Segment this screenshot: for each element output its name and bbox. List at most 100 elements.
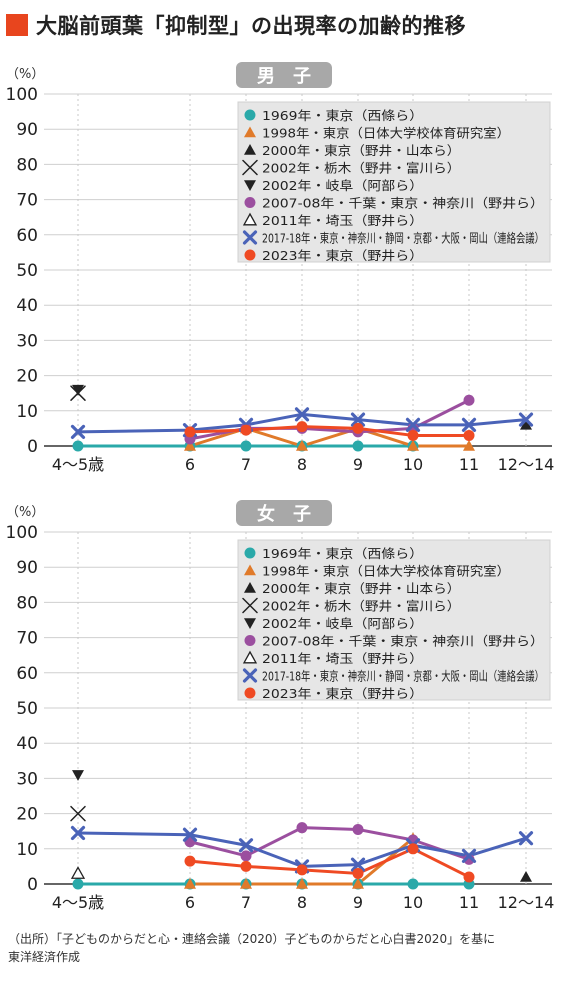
- panel-title: 男 子: [236, 62, 332, 88]
- y-tick-label: 60: [16, 664, 38, 684]
- legend-entry: 2023年・東京（野井ら）: [262, 248, 423, 263]
- data-point: [518, 831, 534, 846]
- data-point: [294, 407, 310, 422]
- y-tick-label: 40: [16, 734, 38, 754]
- panel-title: 女 子: [236, 500, 332, 526]
- data-point: [296, 421, 308, 433]
- x-tick-label: 9: [353, 455, 363, 474]
- y-tick-label: 80: [16, 593, 38, 613]
- legend-entry: 2007-08年・千葉・東京・神奈川（野井ら）: [262, 196, 544, 211]
- source-line-2: 東洋経済作成: [8, 950, 81, 964]
- y-tick-label: 70: [16, 191, 38, 211]
- y-tick-label: 20: [16, 367, 38, 387]
- legend-entry: 2011年・埼玉（野井ら）: [262, 213, 423, 228]
- data-point: [182, 827, 198, 842]
- legend-entry: 2000年・東京（野井・山本ら）: [262, 581, 460, 596]
- x-tick-label: 7: [241, 893, 251, 912]
- data-point: [350, 412, 366, 427]
- data-point: [461, 417, 477, 432]
- panel-title-text: 女 子: [257, 503, 311, 525]
- title-square-icon: [6, 14, 28, 36]
- y-tick-label: 50: [16, 699, 38, 719]
- data-point: [352, 823, 364, 835]
- x-tick-label: 12〜14: [498, 893, 555, 912]
- data-point: [72, 878, 84, 890]
- series-line: [189, 425, 469, 437]
- data-point: [184, 855, 196, 867]
- data-point: [184, 878, 196, 889]
- x-tick-label: 11: [459, 455, 479, 474]
- data-point: [520, 870, 532, 882]
- legend-entry: 2002年・栃木（野井・富川ら）: [262, 161, 460, 176]
- source-note: （出所）「子どものからだと心・連絡会議（2020）子どものからだと心白書2020…: [8, 930, 495, 966]
- legend-marker: [244, 180, 256, 191]
- y-tick-label: 0: [27, 437, 38, 457]
- data-point: [70, 825, 86, 841]
- legend-entry: 2000年・東京（野井・山本ら）: [262, 143, 460, 158]
- data-point: [70, 805, 86, 822]
- series-line: [189, 826, 470, 861]
- y-tick-label: 30: [16, 331, 38, 351]
- legend-marker: [242, 230, 258, 245]
- data-point: [461, 848, 477, 863]
- x-tick-label: 9: [353, 893, 363, 912]
- y-tick-label: 50: [16, 261, 38, 281]
- data-point: [407, 429, 419, 441]
- legend: 1969年・東京（西條ら） 1998年・東京（日体大学校体育研究室） 2000年・東…: [237, 101, 551, 263]
- data-point: [238, 838, 254, 853]
- legend-marker: [244, 564, 256, 576]
- legend-entry: 2002年・岐阜（阿部ら）: [262, 616, 423, 631]
- data-point: [352, 440, 364, 452]
- y-tick-label: 10: [16, 402, 38, 422]
- x-tick-label: 4〜5歳: [52, 893, 104, 912]
- legend-marker: [242, 597, 258, 614]
- data-point: [72, 440, 84, 452]
- legend-entry: 1998年・東京（日体大学校体育研究室）: [262, 564, 510, 579]
- data-point: [240, 878, 252, 889]
- legend-marker: [244, 582, 256, 593]
- data-point: [405, 417, 421, 432]
- data-point: [352, 422, 364, 434]
- title-row: 大脳前頭葉「抑制型」の出現率の加齢的推移: [6, 8, 466, 42]
- legend-marker: [244, 144, 256, 155]
- legend-marker: [244, 547, 256, 559]
- x-tick-label: 4〜5歳: [52, 455, 104, 474]
- legend-marker: [244, 126, 256, 138]
- legend-entry: 1998年・東京（日体大学校体育研究室）: [262, 126, 510, 141]
- data-point: [463, 871, 475, 883]
- y-tick-label: 100: [6, 85, 38, 105]
- y-axis-unit-label: （%）: [6, 67, 44, 82]
- legend-entry: 2017-18年・東京・神奈川・静岡・京都・大阪・岡山（連絡会議）: [262, 669, 544, 684]
- y-tick-label: 70: [16, 629, 38, 649]
- x-tick-label: 6: [185, 893, 195, 912]
- panel-title-background: [236, 62, 332, 88]
- y-tick-label: 100: [6, 523, 38, 543]
- legend-entry: 2002年・栃木（野井・富川ら）: [262, 599, 460, 614]
- series-group: [70, 770, 534, 890]
- legend-entry: 2023年・東京（野井ら）: [262, 686, 423, 701]
- legend-marker: [244, 635, 256, 646]
- legend-marker: [242, 668, 258, 683]
- y-tick-label: 80: [16, 155, 38, 175]
- data-point: [463, 440, 475, 451]
- legend-entry: 1969年・東京（西條ら）: [262, 108, 423, 123]
- legend: 1969年・東京（西條ら） 1998年・東京（日体大学校体育研究室） 2000年・東…: [237, 539, 551, 701]
- legend-marker: [242, 159, 258, 176]
- data-point: [184, 440, 196, 451]
- legend-marker: [244, 197, 256, 208]
- y-tick-label: 60: [16, 226, 38, 246]
- data-point: [240, 424, 252, 436]
- data-point: [352, 867, 364, 879]
- x-tick-label: 12〜14: [498, 455, 555, 474]
- x-tick-label: 6: [185, 455, 195, 474]
- series-line: [77, 831, 527, 868]
- legend-background: [237, 539, 551, 701]
- data-point: [72, 384, 84, 396]
- data-point: [296, 440, 308, 451]
- data-point: [407, 878, 419, 890]
- series-group: [70, 384, 534, 452]
- legend-marker: [244, 109, 256, 121]
- data-point: [520, 418, 532, 430]
- data-point: [352, 878, 364, 889]
- data-point: [407, 440, 419, 451]
